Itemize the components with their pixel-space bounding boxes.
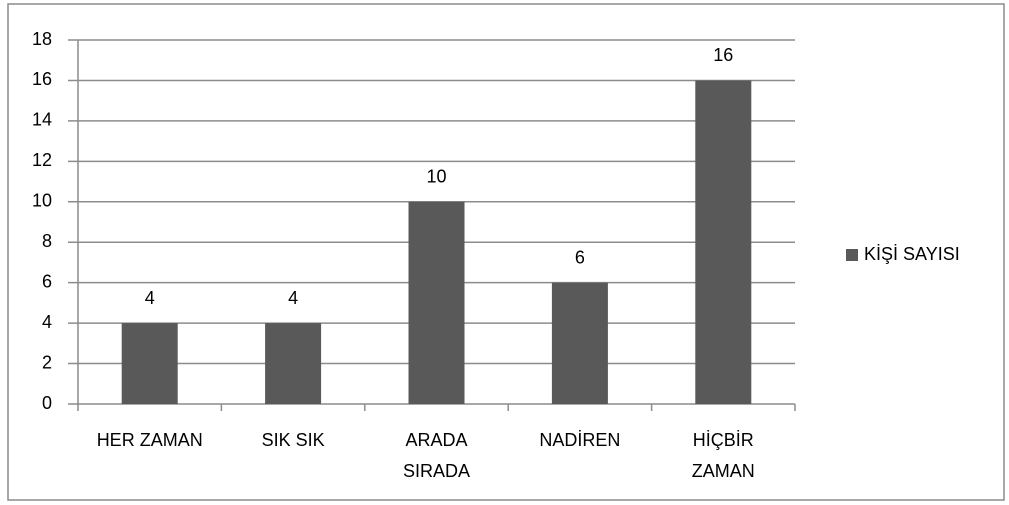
- data-label: 6: [575, 247, 585, 267]
- chart-frame: [7, 3, 1005, 501]
- legend-swatch: [846, 249, 858, 261]
- bar: [695, 80, 752, 404]
- y-tick-label: 4: [42, 312, 52, 332]
- data-label: 10: [426, 167, 446, 187]
- y-tick-label: 0: [42, 393, 52, 413]
- x-tick-label: HİÇBİR ZAMAN: [692, 430, 755, 481]
- y-tick-label: 12: [32, 150, 52, 170]
- y-tick-label: 18: [32, 29, 52, 49]
- y-tick-label: 6: [42, 271, 52, 291]
- bar: [408, 201, 465, 404]
- y-tick-label: 14: [32, 110, 52, 130]
- x-tick-label: SIK SIK: [262, 430, 325, 450]
- data-label: 4: [288, 288, 298, 308]
- y-tick-label: 2: [42, 352, 52, 372]
- bar: [551, 282, 608, 404]
- y-tick-label: 8: [42, 231, 52, 251]
- bar: [265, 323, 322, 404]
- x-tick-label: HER ZAMAN: [97, 430, 203, 450]
- x-tick-label: NADİREN: [539, 430, 620, 450]
- bar: [121, 323, 178, 404]
- x-tick-label: ARADA SIRADA: [403, 430, 470, 481]
- legend-label: KİŞİ SAYISI: [864, 244, 960, 264]
- data-label: 16: [713, 45, 733, 65]
- y-tick-label: 10: [32, 191, 52, 211]
- data-label: 4: [145, 288, 155, 308]
- y-tick-label: 16: [32, 69, 52, 89]
